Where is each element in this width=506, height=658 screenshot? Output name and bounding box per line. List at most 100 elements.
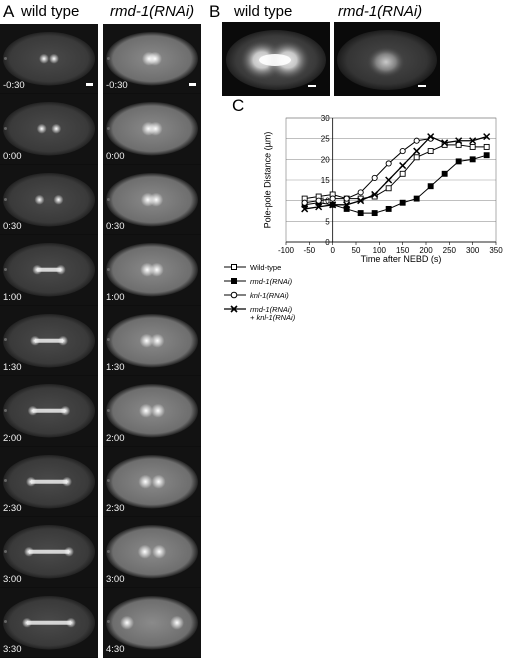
timepoint-label: 2:00 [106,432,125,444]
scale-bar [189,83,196,87]
timepoint-label: 1:00 [106,291,125,303]
wildtype-frame: 3:30 [0,587,98,657]
rnai-frame: 2:30 [103,446,201,517]
data-point [469,143,476,150]
wildtype-frame: 1:00 [0,235,98,305]
orientation-dot [107,620,110,624]
x-tick-label: 50 [352,246,361,255]
data-point [315,197,322,204]
x-tick-label: 250 [443,246,457,255]
x-tick-label: -50 [304,246,316,255]
rnai-frame: 2:00 [103,376,201,446]
x-axis-label: Time after NEBD (s) [361,254,442,264]
data-point [385,160,392,167]
orientation-dot [107,479,110,483]
wildtype-timelapse-column: -0:30 0:00 0:30 1:00 1:30 2:00 2:30 3:00 3:30 [0,24,98,658]
rnai-timelapse-column: -0:30 0:00 0:30 1:00 1:30 2:00 2:30 3:00 4:30 [103,24,201,658]
orientation-dot [107,197,110,201]
wildtype-frame: 2:00 [0,376,98,446]
y-tick-label: 25 [321,135,330,144]
embryo-micrograph [106,102,198,156]
timepoint-label: 3:00 [106,573,125,585]
rnai-frame: 0:00 [103,94,201,164]
data-point [413,154,420,161]
orientation-dot [4,127,7,131]
y-tick-label: 30 [321,114,330,123]
y-tick-label: 0 [325,238,330,247]
embryo-micrograph [106,454,198,509]
data-point [483,143,490,150]
x-tick-label: 300 [466,246,480,255]
data-point [329,201,337,209]
orientation-dot [107,127,110,131]
data-point [469,156,476,163]
timepoint-label: 1:30 [3,362,22,374]
data-point [399,148,406,155]
timepoint-label: 3:30 [3,643,22,655]
series-line-3 [304,135,487,210]
legend-label-knl1: knl-1(RNAi) [250,291,289,300]
data-point [385,185,392,192]
timepoint-label: 0:30 [106,221,125,233]
data-point [343,201,351,209]
data-point [399,170,406,177]
panel-b-letter: B [209,2,221,21]
y-tick-label: 20 [321,155,330,164]
data-point [413,137,420,144]
rnai-spindle-micrograph [337,30,437,90]
x-tick-label: 100 [373,246,387,255]
data-point [343,195,350,202]
data-point [385,176,393,184]
wildtype-frame: 3:00 [0,517,98,587]
wildtype-frame: 0:00 [0,94,98,164]
data-point [413,195,420,202]
data-point [357,197,365,205]
embryo-micrograph [3,313,95,368]
orientation-dot [4,56,7,60]
data-point [301,199,308,206]
orientation-dot [107,56,110,60]
data-point [357,210,364,217]
legend-label-wildtype: Wild-type [250,263,282,272]
timepoint-label: 1:30 [106,362,125,374]
pole-distance-chart: 0 5 10 15 20 25 30 -100 -50 0 50 100 150 200 250 300 350… [263,114,504,264]
data-point [413,147,421,155]
rnai-frame: 1:30 [103,305,201,376]
panel-a-rnai-header: rmd-1(RNAi) [110,3,195,20]
data-point [455,137,463,145]
orientation-dot [4,408,7,412]
x-tick-label: 0 [330,246,335,255]
data-point [371,190,379,198]
embryo-micrograph [106,313,198,368]
wildtype-frame: 2:30 [0,446,98,517]
embryo-micrograph [3,384,95,438]
embryo-micrograph [3,32,95,86]
orientation-dot [107,549,110,553]
data-point [385,205,392,212]
x-tick-label: 150 [396,246,410,255]
orientation-dot [4,338,7,342]
timepoint-label: 0:00 [106,150,125,162]
series-line-2 [304,138,431,204]
embryo-micrograph [3,454,95,509]
x-tick-label: -100 [278,246,295,255]
y-tick-label: 15 [321,176,330,185]
data-point [371,174,378,181]
orientation-dot [4,197,7,201]
timepoint-label: 2:30 [3,503,22,515]
data-point [441,170,448,177]
legend-label-double-line2: + knl-1(RNAi) [250,313,296,322]
data-point [343,205,350,212]
panel-a-wildtype-header: wild type [21,3,80,20]
data-point [371,210,378,217]
data-point [399,199,406,206]
embryo-micrograph [106,243,198,297]
orientation-dot [107,408,110,412]
orientation-dot [4,479,7,483]
panel-c-letter: C [232,96,245,115]
timepoint-label: 0:00 [3,150,22,162]
timepoint-label: 3:00 [3,573,22,585]
timepoint-label: -0:30 [106,80,128,92]
wildtype-spindle-micrograph [226,30,326,90]
scale-bar [86,83,93,87]
